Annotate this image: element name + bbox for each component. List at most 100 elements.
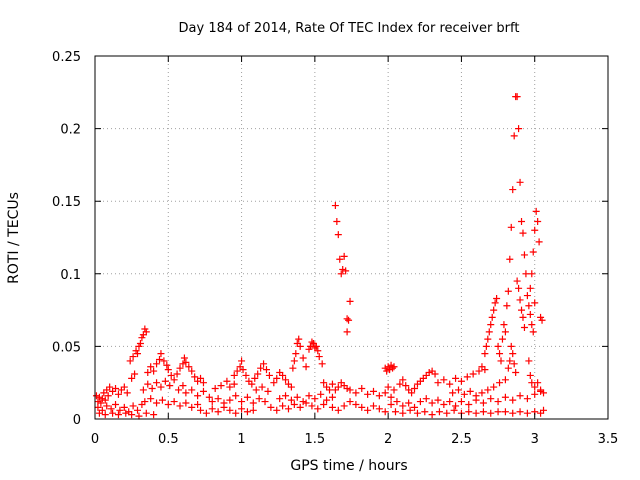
- data-point: [496, 350, 504, 358]
- data-point: [326, 386, 334, 394]
- data-point: [202, 409, 210, 417]
- data-point: [510, 132, 518, 140]
- data-point: [390, 386, 398, 394]
- data-point: [142, 328, 150, 336]
- plot-frame: [94, 55, 609, 420]
- y-tick-label: 0.15: [52, 195, 81, 210]
- data-point: [490, 383, 498, 391]
- data-point: [434, 396, 442, 404]
- data-point: [120, 403, 128, 411]
- data-point: [369, 402, 377, 410]
- data-point: [290, 357, 298, 365]
- data-point: [466, 387, 474, 395]
- data-point: [114, 390, 122, 398]
- data-point: [484, 386, 492, 394]
- data-point: [153, 379, 161, 387]
- axis-ticks: [94, 55, 609, 420]
- data-point: [293, 393, 301, 401]
- data-point: [481, 366, 489, 374]
- data-point: [411, 403, 419, 411]
- data-point: [179, 382, 187, 390]
- data-point: [255, 395, 263, 403]
- y-tick-label: 0.2: [60, 123, 81, 138]
- data-point: [147, 395, 155, 403]
- data-point: [164, 366, 172, 374]
- data-point: [506, 357, 514, 365]
- data-point: [180, 354, 188, 362]
- data-point: [134, 350, 142, 358]
- data-point: [106, 383, 114, 391]
- data-point: [128, 411, 136, 419]
- data-point: [440, 376, 448, 384]
- data-point: [147, 363, 155, 371]
- data-point: [208, 398, 216, 406]
- data-point: [529, 248, 537, 256]
- data-point: [393, 398, 401, 406]
- data-point: [526, 310, 534, 318]
- data-point: [522, 270, 530, 278]
- data-point: [112, 400, 120, 408]
- data-point: [284, 405, 292, 413]
- data-point: [296, 403, 304, 411]
- data-point: [211, 385, 219, 393]
- data-point: [391, 408, 399, 416]
- data-point: [182, 389, 190, 397]
- data-point: [320, 400, 328, 408]
- data-point: [497, 357, 505, 365]
- data-point: [157, 383, 165, 391]
- data-point: [488, 313, 496, 321]
- data-point: [311, 395, 319, 403]
- data-point: [328, 403, 336, 411]
- data-point: [390, 363, 398, 371]
- data-point: [270, 379, 278, 387]
- x-tick-label: 1: [237, 432, 245, 447]
- data-point: [188, 367, 196, 375]
- data-point: [123, 389, 131, 397]
- data-point: [381, 389, 389, 397]
- data-point: [188, 386, 196, 394]
- data-point: [320, 379, 328, 387]
- data-point: [449, 389, 457, 397]
- x-axis-label: GPS time / hours: [290, 458, 407, 474]
- data-point: [267, 403, 275, 411]
- data-point: [299, 398, 307, 406]
- data-point: [257, 364, 265, 372]
- data-point: [226, 396, 234, 404]
- data-point: [166, 382, 174, 390]
- data-point: [481, 350, 489, 358]
- data-point: [435, 408, 443, 416]
- data-point: [287, 396, 295, 404]
- data-point: [501, 376, 509, 384]
- data-point: [340, 402, 348, 410]
- data-point: [176, 402, 184, 410]
- data-point: [239, 366, 247, 374]
- data-point: [487, 395, 495, 403]
- data-point: [226, 383, 234, 391]
- data-point: [509, 396, 517, 404]
- data-point: [331, 202, 339, 210]
- data-point: [238, 405, 246, 413]
- data-point: [428, 399, 436, 407]
- data-point: [482, 342, 490, 350]
- data-point: [264, 387, 272, 395]
- data-point: [323, 396, 331, 404]
- data-point: [217, 382, 225, 390]
- data-point: [405, 399, 413, 407]
- data-point: [150, 411, 158, 419]
- data-point: [487, 321, 495, 329]
- data-point: [540, 389, 548, 397]
- data-point: [411, 385, 419, 393]
- data-point: [358, 403, 366, 411]
- data-point: [314, 347, 322, 355]
- data-point: [534, 379, 542, 387]
- data-point: [97, 399, 105, 407]
- data-point: [387, 400, 395, 408]
- data-point: [452, 374, 460, 382]
- data-point: [273, 374, 281, 382]
- data-point: [249, 399, 257, 407]
- data-point: [493, 294, 501, 302]
- data-point: [318, 360, 326, 368]
- data-point: [535, 238, 543, 246]
- data-point: [472, 409, 480, 417]
- data-point: [238, 357, 246, 365]
